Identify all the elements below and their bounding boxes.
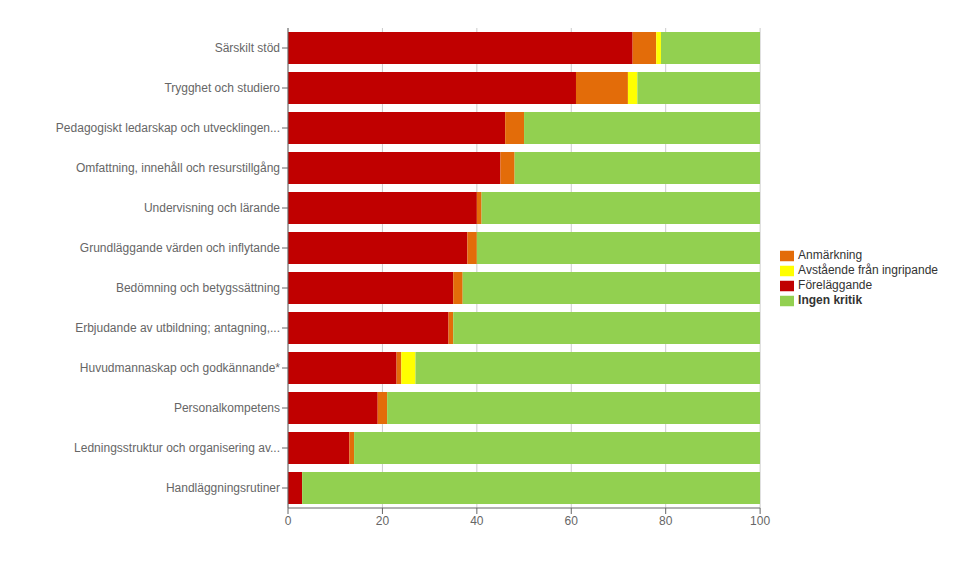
svg-text:Trygghet och studiero: Trygghet och studiero — [164, 81, 280, 95]
svg-text:Bedömning och betygssättning: Bedömning och betygssättning — [116, 281, 280, 295]
svg-text:Grundläggande värden och infly: Grundläggande värden och inflytande — [80, 241, 280, 255]
svg-text:Omfattning, innehåll och resur: Omfattning, innehåll och resurstillgång — [76, 161, 280, 175]
svg-text:60: 60 — [565, 514, 579, 528]
svg-text:100: 100 — [750, 514, 770, 528]
html-text:Ingen kritik: Ingen kritik — [798, 292, 863, 307]
html-text:Föreläggande: Föreläggande — [798, 278, 873, 292]
svg-text:Undervisning och lärande: Undervisning och lärande — [144, 201, 280, 215]
svg-text:80: 80 — [659, 514, 673, 528]
svg-text:20: 20 — [376, 514, 390, 528]
svg-text:Särskilt stöd: Särskilt stöd — [215, 41, 280, 55]
svg-text:Ledningsstruktur och organiser: Ledningsstruktur och organisering av... — [74, 441, 280, 455]
html-text:Anmärkning: Anmärkning — [798, 248, 863, 263]
svg-text:Pedagogiskt ledarskap och utve: Pedagogiskt ledarskap och utvecklingen..… — [56, 121, 280, 135]
svg-text:Personalkompetens: Personalkompetens — [174, 401, 280, 415]
svg-text:40: 40 — [470, 514, 484, 528]
html-text:Avstående från ingripande: Avstående från ingripande — [798, 263, 938, 278]
svg-text:Erbjudande av utbildning; anta: Erbjudande av utbildning; antagning,... — [75, 321, 280, 335]
svg-text:0: 0 — [285, 514, 292, 528]
svg-text:Handläggningsrutiner: Handläggningsrutiner — [166, 481, 280, 495]
svg-text:Huvudmannaskap och godkännande: Huvudmannaskap och godkännande* — [80, 361, 280, 375]
